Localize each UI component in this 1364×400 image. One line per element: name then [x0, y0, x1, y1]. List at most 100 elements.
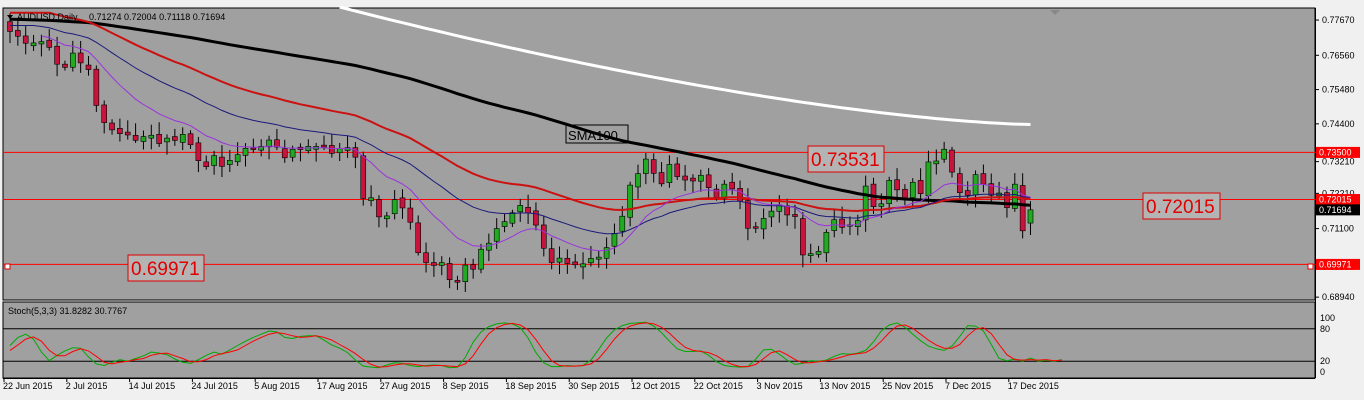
candle-body[interactable] — [729, 181, 736, 190]
candle-body[interactable] — [784, 205, 790, 216]
candle-body[interactable] — [219, 156, 225, 167]
candle-body[interactable] — [22, 35, 29, 44]
candle-body[interactable] — [15, 30, 21, 37]
candle-body[interactable] — [172, 136, 178, 141]
symbol-menu-icon[interactable] — [7, 15, 13, 19]
candle-body[interactable] — [250, 147, 257, 150]
candle-body[interactable] — [329, 145, 335, 154]
candle-body[interactable] — [548, 248, 555, 263]
candle-body[interactable] — [62, 63, 68, 68]
candle-body[interactable] — [383, 215, 390, 220]
candle-body[interactable] — [603, 247, 610, 259]
candle-body[interactable] — [1004, 192, 1010, 208]
candle-body[interactable] — [391, 199, 398, 215]
candle-body[interactable] — [611, 233, 618, 247]
candle-body[interactable] — [862, 185, 869, 221]
candle-body[interactable] — [211, 155, 217, 166]
candle-body[interactable] — [486, 242, 492, 251]
candle-body[interactable] — [964, 190, 971, 196]
candle-body[interactable] — [517, 205, 524, 213]
candle-body[interactable] — [752, 226, 759, 229]
candle-body[interactable] — [886, 180, 893, 204]
candle-body[interactable] — [501, 221, 508, 227]
candle-body[interactable] — [980, 173, 987, 185]
candle-body[interactable] — [289, 148, 296, 158]
candle-body[interactable] — [1019, 185, 1026, 232]
candle-body[interactable] — [595, 256, 602, 260]
candle-body[interactable] — [627, 184, 633, 218]
candle-body[interactable] — [124, 131, 131, 136]
candle-body[interactable] — [815, 251, 822, 255]
candle-body[interactable] — [839, 218, 845, 228]
candle-body[interactable] — [650, 159, 657, 174]
candle-body[interactable] — [179, 134, 186, 143]
candle-body[interactable] — [140, 136, 147, 142]
candle-body[interactable] — [336, 148, 343, 154]
candle-body[interactable] — [894, 179, 900, 191]
candle-body[interactable] — [156, 134, 162, 144]
candle-body[interactable] — [266, 139, 272, 148]
candle-body[interactable] — [705, 174, 712, 188]
candle-body[interactable] — [93, 68, 100, 106]
candle-body[interactable] — [556, 257, 563, 263]
candle-body[interactable] — [360, 155, 367, 199]
candle-body[interactable] — [619, 215, 626, 232]
candle-body[interactable] — [446, 263, 453, 280]
candle-body[interactable] — [917, 180, 924, 194]
candle-body[interactable] — [258, 146, 265, 151]
candle-body[interactable] — [768, 210, 775, 218]
candle-body[interactable] — [407, 207, 414, 223]
candle-body[interactable] — [957, 173, 963, 194]
candle-body[interactable] — [690, 177, 696, 182]
candle-body[interactable] — [7, 21, 13, 32]
candle-body[interactable] — [564, 258, 571, 264]
candle-body[interactable] — [132, 135, 139, 141]
candle-body[interactable] — [909, 181, 916, 198]
candle-body[interactable] — [682, 175, 688, 181]
candle-body[interactable] — [195, 142, 202, 161]
candle-body[interactable] — [376, 199, 382, 218]
candle-body[interactable] — [525, 206, 531, 214]
candle-body[interactable] — [933, 160, 940, 165]
candle-body[interactable] — [54, 45, 60, 65]
candle-body[interactable] — [431, 262, 437, 266]
candle-body[interactable] — [368, 197, 374, 201]
candle-body[interactable] — [925, 161, 932, 197]
candle-body[interactable] — [493, 228, 500, 242]
candle-body[interactable] — [454, 280, 461, 283]
candle-body[interactable] — [674, 163, 681, 177]
candle-body[interactable] — [988, 183, 995, 196]
shift-marker-icon[interactable] — [1050, 10, 1060, 15]
candle-body[interactable] — [721, 183, 728, 199]
candle-body[interactable] — [227, 160, 233, 165]
candle-body[interactable] — [85, 64, 92, 70]
candle-body[interactable] — [737, 188, 743, 202]
candle-body[interactable] — [478, 248, 484, 270]
candle-body[interactable] — [187, 133, 194, 146]
candle-body[interactable] — [321, 144, 327, 148]
candle-body[interactable] — [658, 172, 665, 185]
candle-body[interactable] — [438, 262, 445, 266]
level-low-anchor-right[interactable] — [1307, 263, 1314, 270]
candle-body[interactable] — [580, 263, 586, 268]
candle-body[interactable] — [77, 52, 84, 64]
candle-body[interactable] — [234, 154, 241, 163]
stoch-pane[interactable] — [2, 301, 1316, 379]
candle-body[interactable] — [415, 222, 422, 254]
candle-body[interactable] — [203, 161, 210, 167]
candle-body[interactable] — [666, 164, 673, 183]
candle-body[interactable] — [792, 214, 798, 217]
candle-body[interactable] — [38, 41, 45, 45]
candle-body[interactable] — [46, 39, 53, 48]
candle-body[interactable] — [878, 203, 885, 207]
candle-body[interactable] — [854, 220, 861, 228]
candle-body[interactable] — [949, 149, 955, 173]
candle-body[interactable] — [572, 261, 579, 266]
candle-body[interactable] — [164, 137, 170, 143]
candle-body[interactable] — [533, 210, 539, 226]
candle-body[interactable] — [117, 128, 123, 134]
candle-body[interactable] — [30, 42, 37, 47]
candle-body[interactable] — [462, 264, 469, 283]
candle-body[interactable] — [643, 158, 649, 174]
